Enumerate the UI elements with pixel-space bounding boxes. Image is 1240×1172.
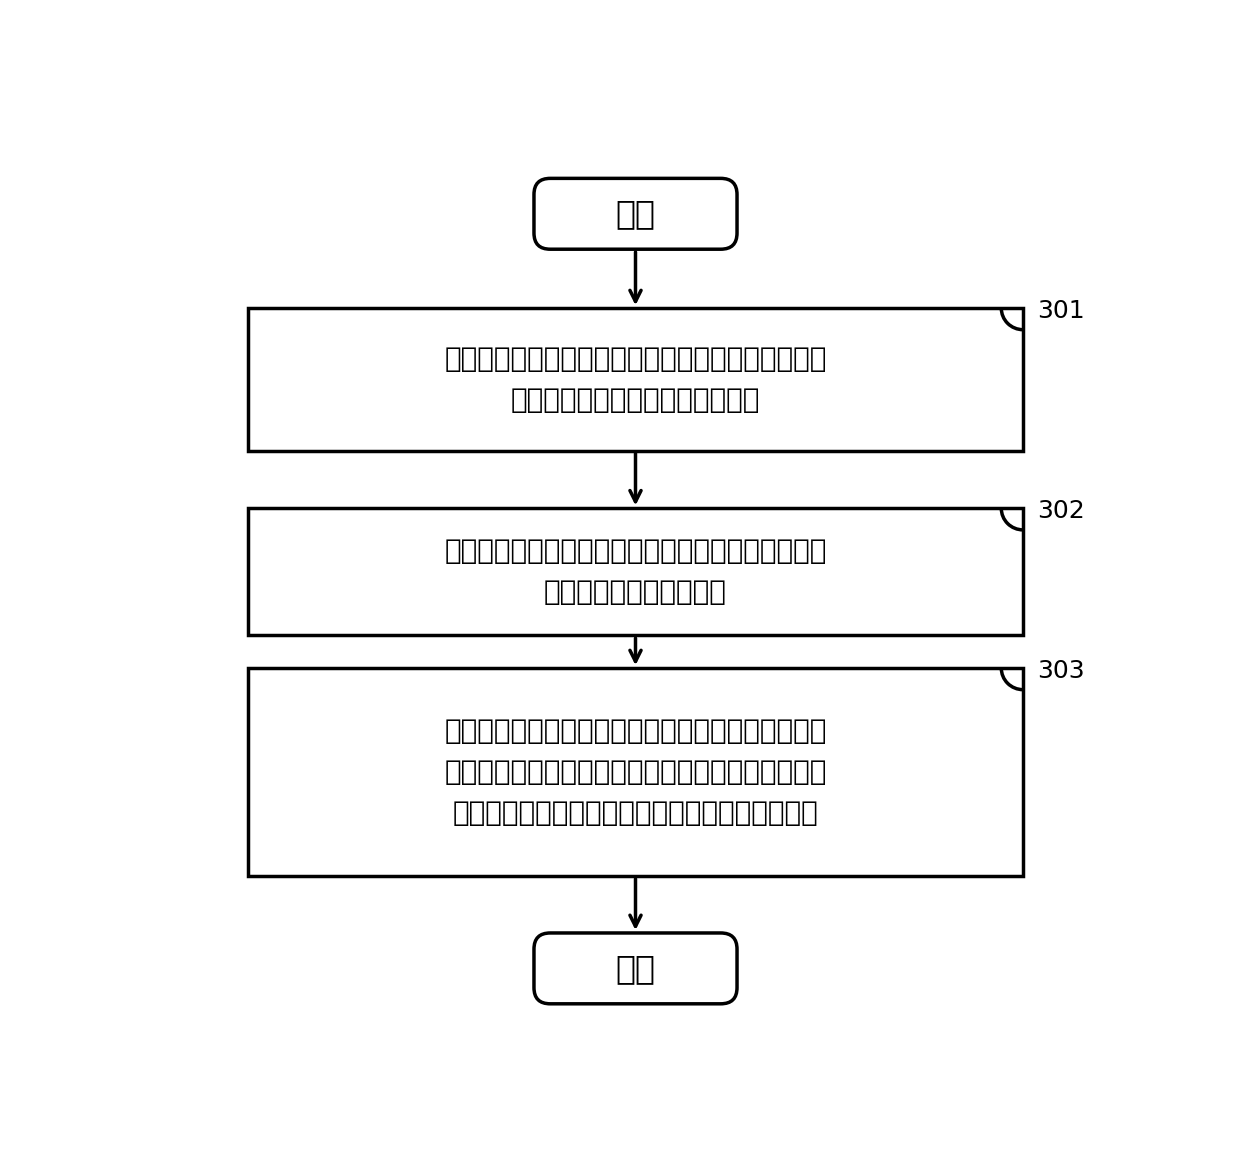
Bar bbox=[248, 308, 1023, 450]
Text: 开始: 开始 bbox=[615, 197, 656, 230]
Text: 结束: 结束 bbox=[615, 952, 656, 984]
Bar bbox=[248, 668, 1023, 875]
Text: 303: 303 bbox=[1037, 659, 1085, 683]
FancyBboxPatch shape bbox=[534, 933, 737, 1003]
Text: 振荡幅度检测器检测晶体振荡器的输出信号的幅度，
若检测到晶体振荡器的输出信号的幅度超过预设幅度
值，则宽带调制器停止向晶体振荡器输入调制信号: 振荡幅度检测器检测晶体振荡器的输出信号的幅度， 若检测到晶体振荡器的输出信号的幅… bbox=[444, 717, 827, 827]
Text: 301: 301 bbox=[1037, 299, 1085, 322]
FancyBboxPatch shape bbox=[534, 178, 737, 250]
Text: 宽带调制器将激励信号进行调制生成调制信号，并将
调制信号输入晶体振荡器: 宽带调制器将激励信号进行调制生成调制信号，并将 调制信号输入晶体振荡器 bbox=[444, 537, 827, 606]
Text: 在晶体振荡器被使能后，激励信号发生器生成激励信
号，并将激励信号输入宽带调制器: 在晶体振荡器被使能后，激励信号发生器生成激励信 号，并将激励信号输入宽带调制器 bbox=[444, 345, 827, 414]
Bar bbox=[248, 509, 1023, 635]
Text: 302: 302 bbox=[1037, 499, 1085, 523]
